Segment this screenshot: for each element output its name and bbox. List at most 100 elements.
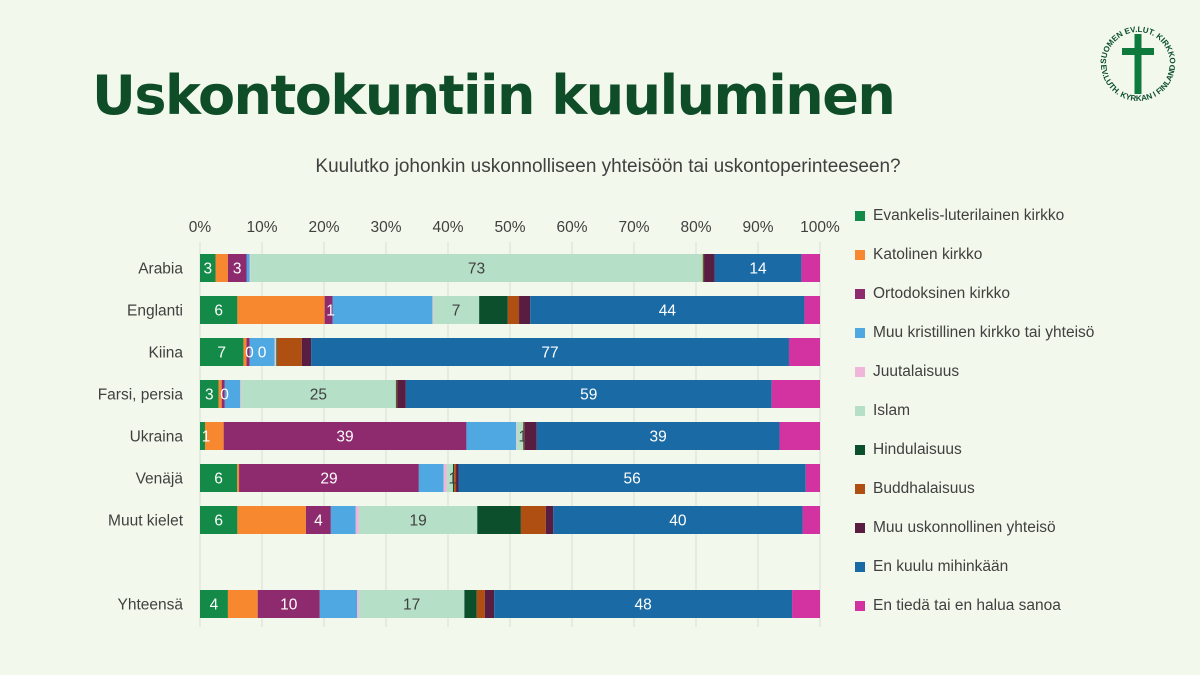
- bar-segment: [237, 296, 325, 324]
- bar-segment: [249, 338, 275, 366]
- data-label: 6: [214, 303, 223, 320]
- bar-segment: [530, 296, 805, 324]
- legend-label: En tiedä tai en halua sanoa: [873, 596, 1061, 614]
- bar-segment: [458, 464, 806, 492]
- legend-label: Buddhalaisuus: [873, 479, 975, 497]
- bar-segment: [418, 464, 444, 492]
- bar-segment: [240, 380, 241, 408]
- bar-segment: [456, 464, 459, 492]
- bar-segment: [200, 254, 216, 282]
- bar-segment: [200, 422, 205, 450]
- bar-segment: [545, 506, 554, 534]
- bar-segment: [237, 506, 306, 534]
- bar-segment: [479, 296, 508, 324]
- legend-swatch: [855, 249, 865, 260]
- data-label: 4: [210, 597, 219, 614]
- bar-segment: [221, 380, 225, 408]
- data-label: 44: [659, 303, 677, 320]
- bar-segment: [227, 590, 258, 618]
- data-label: 77: [541, 345, 558, 362]
- data-label: 39: [650, 429, 667, 446]
- bar-segment: [200, 464, 238, 492]
- data-label: 6: [214, 471, 223, 488]
- legend-swatch: [855, 288, 865, 299]
- bar-segment: [311, 338, 789, 366]
- data-label: 25: [310, 387, 327, 404]
- legend-swatch: [855, 444, 865, 455]
- legend-swatch: [855, 210, 865, 221]
- page-title: Uskontokuntiin kuuluminen: [92, 64, 896, 127]
- bar-segment: [274, 338, 276, 366]
- chart-legend: Evankelis-luterilainen kirkko Katolinen k…: [855, 196, 1094, 625]
- bar-segment: [246, 254, 250, 282]
- bar-segment: [714, 254, 802, 282]
- data-label: 39: [336, 429, 353, 446]
- bar-segment: [476, 590, 485, 618]
- bar-segment: [524, 422, 537, 450]
- legend-swatch: [855, 483, 865, 494]
- data-label: 0: [245, 345, 254, 362]
- x-tick-label: 40%: [432, 219, 463, 236]
- x-tick-label: 70%: [618, 219, 649, 236]
- legend-swatch: [855, 366, 865, 377]
- data-label: 0: [258, 345, 267, 362]
- bar-segment: [276, 338, 302, 366]
- bar-segment: [802, 506, 820, 534]
- bar-segment: [452, 464, 455, 492]
- legend-item: Muu uskonnollinen yhteisö: [855, 508, 1094, 547]
- data-label: 14: [749, 261, 767, 278]
- bar-segment: [536, 422, 780, 450]
- bar-segment: [516, 422, 517, 450]
- x-tick-label: 0%: [189, 219, 212, 236]
- legend-label: Juutalaisuus: [873, 362, 960, 380]
- bar-segment: [464, 590, 477, 618]
- legend-label: Muu kristillinen kirkko tai yhteisö: [873, 323, 1095, 341]
- church-logo: SUOMEN EV.LUT. KIRKKO EV.LUTH. KYRKAN I …: [1099, 25, 1177, 103]
- category-label: Englanti: [127, 303, 183, 320]
- bar-segment: [200, 380, 219, 408]
- bar-segment: [805, 464, 820, 492]
- bar-segment: [494, 590, 793, 618]
- legend-label: Hindulaisuus: [873, 440, 962, 458]
- bar-segment: [200, 296, 238, 324]
- data-label: 59: [580, 387, 597, 404]
- legend-item: Buddhalaisuus: [855, 469, 1094, 508]
- bar-segment: [305, 506, 331, 534]
- data-label: 1: [202, 429, 211, 446]
- data-label: 0: [220, 387, 229, 404]
- legend-swatch: [855, 522, 865, 533]
- chart-subtitle: Kuulutko johonkin uskonnolliseen yhteisö…: [315, 156, 901, 177]
- bar-segment: [519, 296, 531, 324]
- bar-segment: [240, 380, 396, 408]
- legend-label: En kuulu mihinkään: [873, 557, 1009, 575]
- cross-icon: [1122, 34, 1154, 94]
- data-label: 10: [280, 597, 298, 614]
- data-label: 19: [409, 513, 426, 530]
- data-label: 1: [448, 471, 457, 488]
- category-label: Yhteensä: [118, 597, 184, 614]
- bar-segment: [516, 422, 524, 450]
- x-tick-label: 30%: [370, 219, 401, 236]
- bar-segment: [484, 590, 495, 618]
- data-label: 73: [468, 261, 485, 278]
- bar-segment: [301, 338, 312, 366]
- bar-segment: [243, 338, 247, 366]
- bar-segment: [523, 422, 525, 450]
- bar-segment: [239, 464, 419, 492]
- legend-swatch: [855, 327, 865, 338]
- bar-segment: [466, 422, 517, 450]
- bar-segment: [433, 296, 480, 324]
- x-tick-label: 20%: [308, 219, 339, 236]
- legend-label: Katolinen kirkko: [873, 245, 983, 263]
- bar-segment: [319, 590, 358, 618]
- legend-swatch: [855, 600, 865, 611]
- legend-item: Ortodoksinen kirkko: [855, 274, 1094, 313]
- x-tick-label: 100%: [800, 219, 840, 236]
- data-label: 7: [217, 345, 226, 362]
- data-label: 3: [205, 387, 214, 404]
- legend-label: Ortodoksinen kirkko: [873, 284, 1010, 302]
- bar-segment: [396, 380, 398, 408]
- bar-segment: [358, 506, 478, 534]
- bar-segment: [397, 380, 406, 408]
- bar-segment: [405, 380, 772, 408]
